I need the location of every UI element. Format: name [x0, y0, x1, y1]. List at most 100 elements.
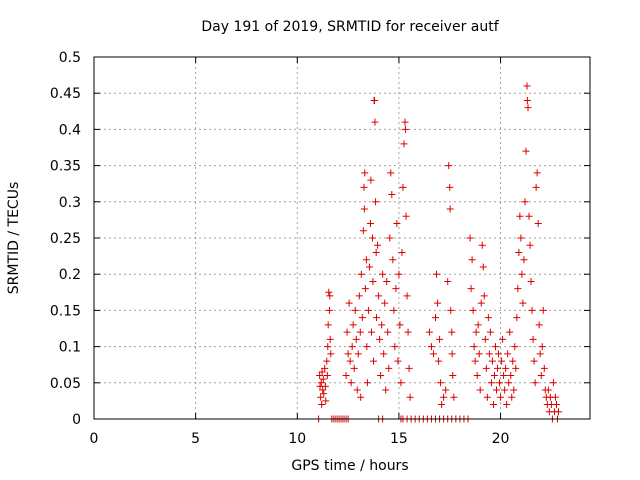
data-point — [367, 176, 375, 184]
data-point — [354, 350, 362, 358]
data-point — [324, 321, 332, 329]
data-point — [377, 372, 385, 380]
data-point — [512, 364, 520, 372]
y-tick-label: 0.45 — [50, 86, 81, 102]
data-point — [551, 393, 559, 401]
data-point — [437, 379, 445, 387]
data-point — [469, 306, 477, 314]
data-point — [402, 212, 410, 220]
data-point — [323, 372, 331, 380]
data-point — [378, 321, 386, 329]
data-point — [530, 357, 538, 365]
data-point — [508, 393, 516, 401]
data-point — [483, 393, 491, 401]
data-point — [497, 393, 505, 401]
data-point — [357, 270, 365, 278]
data-point — [359, 227, 367, 235]
data-point — [358, 314, 366, 322]
data-point — [440, 393, 448, 401]
data-point — [343, 328, 351, 336]
y-tick-label: 0 — [72, 412, 81, 428]
data-point — [365, 263, 373, 271]
data-point — [544, 386, 552, 394]
data-point — [386, 234, 394, 242]
data-point — [345, 299, 353, 307]
data-point — [523, 96, 531, 104]
data-point — [450, 393, 458, 401]
data-point — [432, 314, 440, 322]
data-point — [323, 357, 331, 365]
data-point — [388, 191, 396, 199]
data-point — [510, 386, 518, 394]
x-tick-label: 15 — [390, 431, 408, 447]
data-point — [357, 393, 365, 401]
data-point — [370, 357, 378, 365]
data-point — [532, 183, 540, 191]
data-point — [361, 169, 369, 177]
data-point — [449, 372, 457, 380]
data-point — [367, 328, 375, 336]
data-point — [317, 379, 325, 387]
data-point — [385, 364, 393, 372]
data-point — [364, 306, 372, 314]
data-point — [379, 270, 387, 278]
data-point — [427, 343, 435, 351]
data-point — [366, 220, 374, 228]
data-point — [349, 321, 357, 329]
data-point — [446, 183, 454, 191]
data-points — [315, 82, 562, 423]
data-point — [526, 241, 534, 249]
data-point — [549, 379, 557, 387]
data-point — [371, 96, 379, 104]
data-point — [372, 248, 380, 256]
data-point — [446, 205, 454, 213]
data-point — [481, 335, 489, 343]
data-point — [387, 169, 395, 177]
data-point — [496, 379, 504, 387]
data-point — [344, 350, 352, 358]
y-tick-label: 0.35 — [50, 159, 81, 175]
data-point — [429, 350, 437, 358]
data-point — [521, 198, 529, 206]
data-point — [519, 299, 527, 307]
data-point — [363, 343, 371, 351]
y-tick-label: 0.2 — [59, 267, 81, 283]
data-point — [321, 364, 329, 372]
data-point — [318, 368, 326, 376]
data-point — [363, 379, 371, 387]
data-point — [352, 335, 360, 343]
data-point — [527, 277, 535, 285]
data-point — [393, 220, 401, 228]
data-point — [477, 299, 485, 307]
data-point — [322, 397, 330, 405]
data-point — [347, 379, 355, 387]
y-tick-label: 0.15 — [50, 303, 81, 319]
data-point — [518, 270, 526, 278]
data-point — [479, 263, 487, 271]
data-point — [356, 328, 364, 336]
data-point — [539, 306, 547, 314]
data-point — [498, 357, 506, 365]
data-point — [373, 314, 381, 322]
data-point — [374, 241, 382, 249]
data-point — [316, 372, 324, 380]
data-point — [389, 256, 397, 264]
data-point — [535, 321, 543, 329]
data-point — [485, 350, 493, 358]
chart-title: Day 191 of 2019, SRMTID for receiver aut… — [201, 19, 499, 35]
data-point — [353, 386, 361, 394]
data-point — [491, 343, 499, 351]
data-point — [500, 372, 508, 380]
data-point — [490, 372, 498, 380]
data-point — [516, 212, 524, 220]
data-point — [524, 104, 532, 112]
data-point — [509, 357, 517, 365]
data-point — [520, 256, 528, 264]
data-point — [395, 270, 403, 278]
x-tick-label: 0 — [90, 431, 99, 447]
data-point — [436, 335, 444, 343]
x-axis-title: GPS time / hours — [291, 458, 408, 474]
data-point — [514, 285, 522, 293]
data-point — [476, 386, 484, 394]
data-point — [368, 234, 376, 242]
